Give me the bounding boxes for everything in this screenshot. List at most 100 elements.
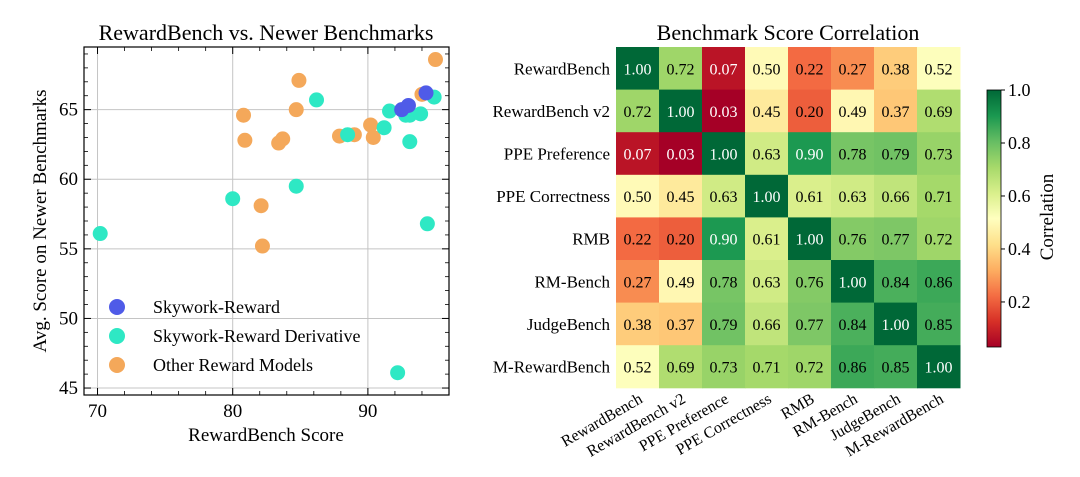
heatmap-cell-value: 0.63 <box>753 274 781 291</box>
heatmap-cell-value: 0.73 <box>925 147 953 164</box>
heatmap-cell-value: 0.38 <box>882 61 910 78</box>
legend-label: Other Reward Models <box>153 355 313 375</box>
heatmap-cell <box>917 302 961 346</box>
heatmap-cell <box>616 89 660 133</box>
heatmap-cell-value: 0.90 <box>796 147 824 164</box>
scatter-point <box>363 117 379 133</box>
colorbar-tick-label: 0.8 <box>1008 133 1031 153</box>
heatmap-cell <box>831 217 875 261</box>
heatmap-cell <box>616 260 660 304</box>
heatmap-cell-value: 1.00 <box>710 147 738 164</box>
y-tick-label: 60 <box>59 169 78 190</box>
colorbar-tick-label: 0.4 <box>1008 239 1031 259</box>
heatmap-cell-value: 0.45 <box>667 189 695 206</box>
heatmap-cell <box>702 89 746 133</box>
heatmap-cell <box>874 345 918 389</box>
heatmap-row-label: RMB <box>572 230 610 249</box>
heatmap-row-label: M-RewardBench <box>493 358 611 377</box>
heatmap-row-label: PPE Correctness <box>496 187 610 206</box>
heatmap-cell-value: 0.72 <box>667 61 695 78</box>
x-tick-label: 90 <box>358 401 377 422</box>
heatmap-cell-value: 0.45 <box>753 104 781 121</box>
heatmap-cell <box>659 260 703 304</box>
heatmap-cell <box>831 132 875 176</box>
heatmap-cell <box>831 174 875 218</box>
heatmap-cell <box>874 302 918 346</box>
heatmap-cell-value: 0.37 <box>882 104 910 121</box>
heatmap-cell-value: 0.69 <box>667 360 695 377</box>
y-tick-label: 65 <box>59 100 78 121</box>
heatmap-cell-value: 1.00 <box>882 317 910 334</box>
heatmap-cell-value: 0.61 <box>796 189 824 206</box>
heatmap-cell-value: 0.63 <box>839 189 867 206</box>
scatter-panel: RewardBench vs. Newer Benchmarks 70 80 90 4… <box>30 20 450 446</box>
heatmap-cell <box>745 302 789 346</box>
scatter-points <box>92 52 443 381</box>
heatmap-cell-value: 0.27 <box>624 274 652 291</box>
heatmap-cell <box>874 217 918 261</box>
heatmap-cell-value: 0.79 <box>882 147 910 164</box>
heatmap-cell <box>788 174 832 218</box>
heatmap-cell <box>917 89 961 133</box>
heatmap-cell-value: 0.72 <box>796 360 824 377</box>
heatmap-cell <box>831 302 875 346</box>
heatmap-cell <box>659 217 703 261</box>
heatmap-cell-value: 0.49 <box>667 274 695 291</box>
scatter-point <box>288 102 304 118</box>
colorbar-tick-label: 0.6 <box>1008 186 1031 206</box>
heatmap-row-label: PPE Preference <box>504 145 610 164</box>
heatmap-cell <box>745 174 789 218</box>
heatmap-cell <box>745 89 789 133</box>
legend-marker <box>109 299 125 315</box>
heatmap-cell <box>702 47 746 91</box>
heatmap-cell <box>917 132 961 176</box>
heatmap-cell-value: 0.86 <box>839 360 867 377</box>
heatmap-cell-value: 1.00 <box>624 61 652 78</box>
heatmap-cell <box>659 132 703 176</box>
heatmap-cell <box>616 132 660 176</box>
scatter-point <box>419 216 435 232</box>
heatmap-row-labels: RewardBench RewardBench v2 PPE Preference P… <box>492 59 610 376</box>
scatter-point <box>291 72 307 88</box>
heatmap-cell-value: 0.69 <box>925 104 953 121</box>
heatmap-cell-value: 0.85 <box>925 317 953 334</box>
colorbar-tick-label: 0.2 <box>1008 292 1031 312</box>
heatmap-cell-value: 0.03 <box>710 104 738 121</box>
heatmap-cell-value: 0.79 <box>710 317 738 334</box>
heatmap-cell <box>745 345 789 389</box>
heatmap-cell-value: 0.07 <box>710 61 738 78</box>
heatmap-cell-value: 0.72 <box>624 104 652 121</box>
heatmap-cell <box>702 302 746 346</box>
scatter-point <box>365 129 381 145</box>
heatmap-cell-value: 0.27 <box>839 61 867 78</box>
legend-marker <box>109 357 125 373</box>
heatmap-cell <box>659 47 703 91</box>
heatmap-cells: 1.00 0.72 0.07 0.50 0.22 0.27 0.38 0.52 0.72 1.00… <box>616 47 961 389</box>
heatmap-cell-value: 0.52 <box>925 61 953 78</box>
heatmap-cell-value: 0.78 <box>839 147 867 164</box>
heatmap-cell <box>831 47 875 91</box>
heatmap-cell <box>702 217 746 261</box>
heatmap-cell <box>788 47 832 91</box>
y-tick-label: 45 <box>59 378 78 399</box>
heatmap-cell-value: 0.22 <box>624 232 652 249</box>
scatter-point <box>225 191 241 207</box>
heatmap-cell <box>702 174 746 218</box>
scatter-point <box>275 131 291 147</box>
heatmap-cell-value: 0.22 <box>796 61 824 78</box>
heatmap-cell-value: 0.63 <box>710 189 738 206</box>
heatmap-row-label: RM-Bench <box>534 272 610 291</box>
scatter-point <box>402 134 418 150</box>
colorbar-label: Correlation <box>1037 173 1058 260</box>
heatmap-cell-value: 0.50 <box>753 61 781 78</box>
scatter-point <box>376 120 392 136</box>
scatter-point <box>413 106 429 122</box>
heatmap-cell <box>831 89 875 133</box>
heatmap-row-label: JudgeBench <box>527 315 611 334</box>
heatmap-cell-value: 0.84 <box>839 317 867 334</box>
heatmap-cell-value: 1.00 <box>925 360 953 377</box>
heatmap-cell-value: 0.86 <box>925 274 953 291</box>
heatmap-cell <box>659 302 703 346</box>
